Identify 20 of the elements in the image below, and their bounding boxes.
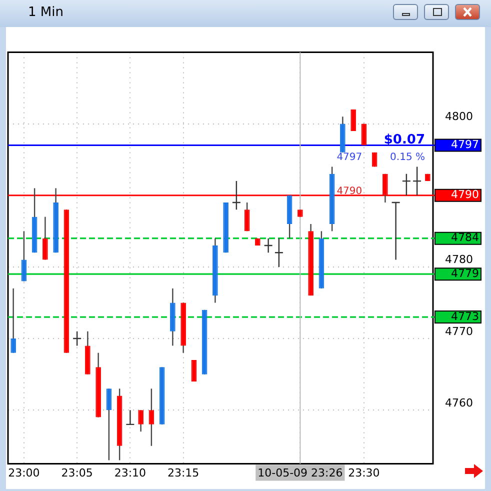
- annotation: $0.07: [384, 132, 425, 148]
- y-tick-label: 4800: [445, 110, 473, 124]
- ref-line-label: 4773: [451, 310, 479, 323]
- x-tick-label: 10-05-09 23:26: [258, 466, 343, 480]
- annotation: 4797: [336, 152, 362, 163]
- x-tick-label: 23:15: [167, 466, 200, 480]
- ref-line-label: 4784: [451, 231, 479, 244]
- x-tick-label: 23:10: [114, 466, 146, 480]
- ref-line-label: 4779: [451, 266, 479, 280]
- x-tick-label: 23:05: [61, 466, 93, 480]
- x-tick-label: 23:00: [8, 466, 40, 480]
- annotation: 0.15 %: [390, 152, 425, 163]
- x-tick-label: 23:30: [348, 466, 380, 480]
- y-tick-label: 4760: [445, 396, 473, 410]
- y-tick-label: 4770: [445, 324, 473, 338]
- ref-line-label: 4797: [451, 138, 479, 152]
- y-tick-label: 4780: [445, 253, 473, 266]
- ref-line-label: 4790: [451, 188, 479, 202]
- chart-title: 1 Min: [28, 5, 64, 20]
- annotation: 4790: [336, 186, 362, 197]
